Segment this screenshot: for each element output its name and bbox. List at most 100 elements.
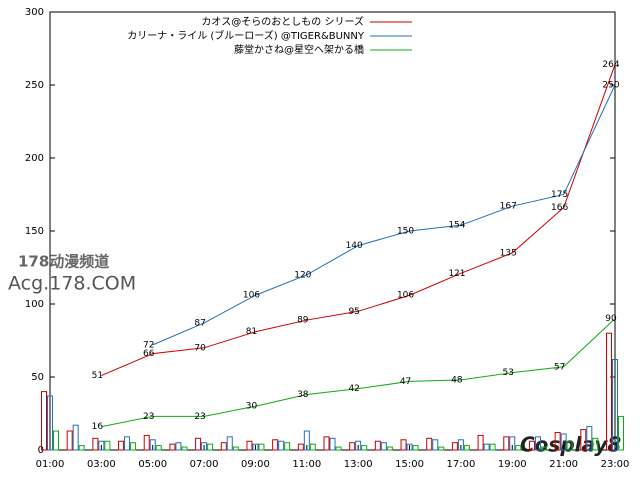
bar	[612, 358, 618, 451]
x-tick-label: 01:00	[36, 459, 65, 470]
bar	[457, 439, 464, 451]
y-tick-label: 0	[38, 445, 44, 456]
x-tick-label: 23:00	[601, 459, 630, 470]
bar	[226, 436, 233, 451]
y-tick-label: 50	[31, 372, 44, 383]
bar	[195, 437, 202, 451]
data-label: 89	[297, 316, 309, 326]
bar	[169, 443, 176, 451]
data-label: 53	[503, 368, 514, 378]
bar	[534, 436, 541, 451]
bar	[246, 440, 253, 451]
bar	[329, 437, 336, 451]
bar	[207, 443, 214, 451]
bar	[78, 445, 85, 451]
data-label: 264	[602, 60, 619, 70]
x-tick-label: 19:00	[498, 459, 527, 470]
data-label: 250	[602, 81, 619, 91]
bar	[149, 439, 156, 451]
bar	[509, 436, 516, 451]
y-tick-label: 150	[25, 226, 44, 237]
bar	[72, 424, 79, 451]
y-tick-label: 200	[25, 153, 44, 164]
bar	[335, 446, 342, 451]
bar	[432, 439, 439, 451]
data-label: 175	[551, 190, 568, 200]
bar	[258, 443, 265, 451]
bar	[374, 440, 381, 451]
bar	[104, 440, 111, 451]
data-label: 16	[92, 422, 104, 432]
series-line	[101, 318, 616, 428]
data-label: 166	[551, 203, 568, 213]
bar	[92, 437, 99, 451]
legend-label: カオス@そらのおとしもの シリーズ	[201, 15, 364, 28]
data-label: 135	[500, 248, 517, 258]
legend-label: カリーナ・ライル (ブルーローズ) @TIGER&BUNNY	[127, 29, 365, 42]
bar	[560, 433, 567, 451]
watermark-site: Acg.178.COM	[8, 273, 136, 295]
bar	[181, 446, 188, 451]
bar	[349, 442, 356, 451]
bar	[155, 445, 162, 451]
data-label: 48	[451, 375, 463, 385]
series-line	[101, 64, 616, 376]
bar	[124, 436, 131, 451]
bar	[355, 440, 362, 451]
bar	[400, 439, 407, 451]
bar	[618, 415, 624, 451]
bar	[426, 437, 433, 451]
data-label: 120	[294, 270, 311, 280]
bar	[98, 440, 105, 451]
bar	[323, 436, 330, 451]
bar	[528, 440, 535, 451]
bar	[232, 446, 239, 451]
bar	[66, 430, 73, 451]
data-label: 70	[194, 343, 206, 353]
data-label: 42	[348, 384, 359, 394]
bar	[252, 443, 259, 451]
data-label: 81	[246, 327, 257, 337]
bar	[586, 426, 593, 451]
bar	[380, 442, 387, 451]
bar	[386, 446, 393, 451]
legend-label: 藤堂かさね@星空へ架かる橋	[234, 43, 364, 56]
data-label: 66	[143, 349, 155, 359]
series-line	[152, 84, 616, 346]
data-label: 106	[397, 291, 414, 301]
x-tick-label: 09:00	[241, 459, 270, 470]
bar	[303, 430, 310, 451]
x-tick-label: 15:00	[395, 459, 424, 470]
data-label: 72	[143, 340, 154, 350]
data-label: 140	[346, 241, 363, 251]
bar	[503, 436, 510, 451]
data-label: 154	[448, 221, 465, 231]
x-tick-label: 07:00	[190, 459, 219, 470]
data-label: 90	[605, 314, 617, 324]
watermark-cn: 178动漫频道	[18, 253, 109, 271]
bar	[438, 446, 445, 451]
bar	[361, 445, 368, 451]
bar	[53, 430, 59, 451]
bar	[412, 445, 419, 451]
bar	[515, 445, 522, 451]
bar	[477, 434, 484, 451]
x-tick-label: 21:00	[549, 459, 578, 470]
bar	[47, 395, 53, 451]
bar	[118, 440, 125, 451]
bar	[554, 431, 561, 451]
x-tick-label: 13:00	[344, 459, 373, 470]
x-tick-label: 05:00	[138, 459, 167, 470]
data-label: 95	[348, 307, 359, 317]
y-tick-label: 250	[25, 80, 44, 91]
bar	[580, 429, 587, 451]
bar	[566, 440, 573, 451]
data-label: 150	[397, 227, 414, 237]
x-tick-label: 03:00	[87, 459, 116, 470]
bar	[297, 443, 304, 451]
data-label: 38	[297, 390, 309, 400]
bar	[540, 446, 547, 451]
bar	[201, 442, 208, 451]
bar	[489, 443, 496, 451]
